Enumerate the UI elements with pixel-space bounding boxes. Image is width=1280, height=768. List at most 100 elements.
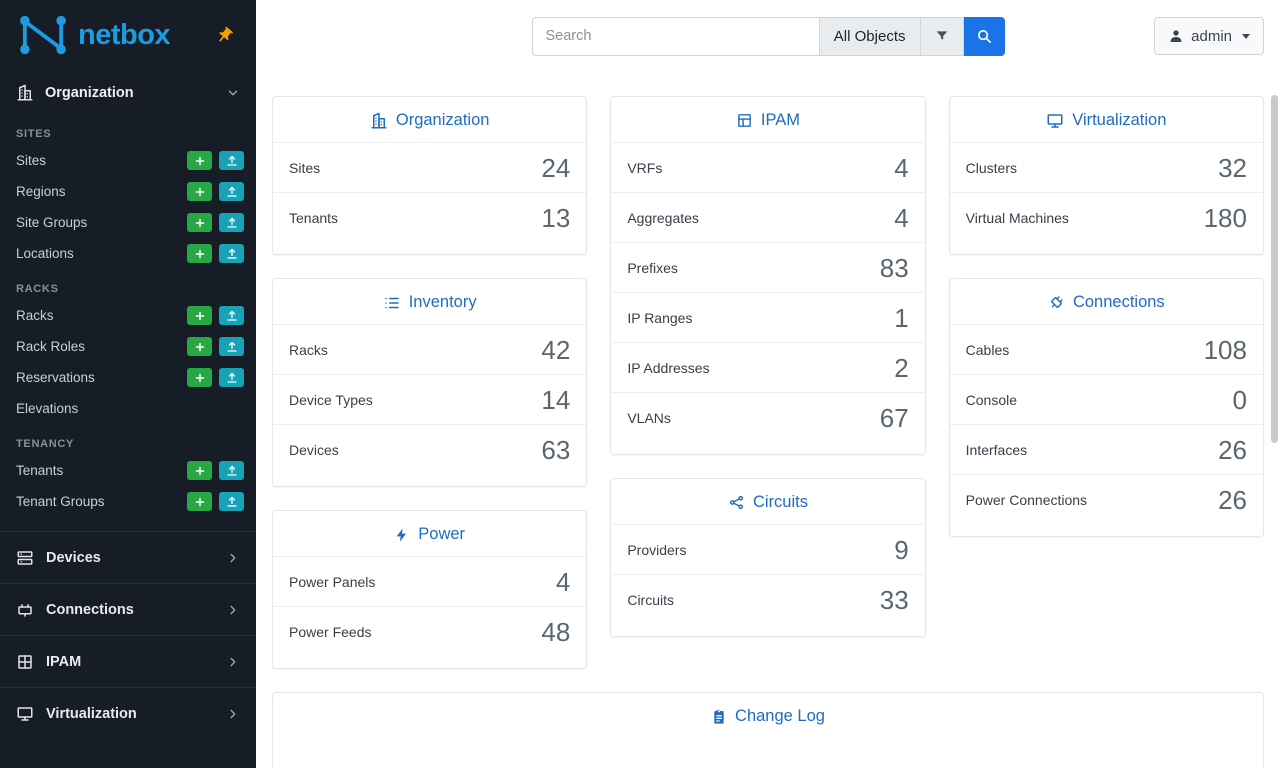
scrollbar[interactable]: [1271, 95, 1278, 443]
add-button[interactable]: [187, 306, 212, 325]
sidebar-item-label[interactable]: Locations: [16, 246, 74, 261]
add-button[interactable]: [187, 461, 212, 480]
add-button[interactable]: [187, 151, 212, 170]
sidebar-item-label[interactable]: Reservations: [16, 370, 95, 385]
stat-label[interactable]: Power Panels: [289, 573, 376, 590]
add-button[interactable]: [187, 492, 212, 511]
sidebar-item-elevations[interactable]: Elevations: [0, 393, 256, 424]
sidebar-item-label[interactable]: Racks: [16, 308, 54, 323]
stat-label[interactable]: Devices: [289, 441, 339, 458]
add-button[interactable]: [187, 337, 212, 356]
stat-label[interactable]: Racks: [289, 341, 328, 358]
stat-label[interactable]: Providers: [627, 541, 687, 558]
add-button[interactable]: [187, 182, 212, 201]
sidebar-item-racks[interactable]: Racks: [0, 300, 256, 331]
netbox-logo-icon: [18, 14, 68, 56]
sidebar-item-label[interactable]: Regions: [16, 184, 66, 199]
stat-label[interactable]: Prefixes: [627, 259, 678, 276]
sidebar-item-reservations[interactable]: Reservations: [0, 362, 256, 393]
pin-sidebar-button[interactable]: [215, 26, 234, 45]
sidebar-item-regions[interactable]: Regions: [0, 176, 256, 207]
stat-label[interactable]: Interfaces: [965, 441, 1028, 458]
card-title: Inventory: [408, 293, 477, 311]
card-title: Power: [418, 525, 466, 543]
stat-label[interactable]: Aggregates: [627, 209, 699, 226]
organization-card-title[interactable]: Organization: [273, 97, 586, 142]
import-button[interactable]: [219, 492, 244, 511]
object-type-dropdown[interactable]: All Objects: [818, 16, 921, 56]
import-button[interactable]: [219, 306, 244, 325]
import-button[interactable]: [219, 461, 244, 480]
power-card-title[interactable]: Power: [273, 511, 586, 556]
stat-label[interactable]: IP Ranges: [627, 309, 693, 326]
stat-label[interactable]: Clusters: [965, 159, 1018, 176]
sidebar-item-site-groups[interactable]: Site Groups: [0, 207, 256, 238]
stat-row: Aggregates 4: [611, 192, 925, 242]
stat-row: Providers 9: [611, 524, 925, 574]
sidebar-item-tenant-groups[interactable]: Tenant Groups: [0, 486, 256, 517]
chevron-right-icon: [226, 603, 240, 617]
stat-row: Virtual Machines 180: [949, 192, 1263, 242]
stat-label[interactable]: Power Feeds: [289, 623, 372, 640]
sidebar-item-label[interactable]: Elevations: [16, 401, 79, 416]
import-button[interactable]: [219, 368, 244, 387]
sidebar-item-devices[interactable]: Devices: [0, 531, 256, 583]
stat-row: Interfaces 26: [949, 424, 1263, 474]
add-button[interactable]: [187, 368, 212, 387]
caret-down-icon: [1242, 33, 1250, 39]
stat-label[interactable]: Tenants: [289, 209, 339, 226]
stat-label[interactable]: IP Addresses: [627, 359, 710, 376]
stat-label[interactable]: Cables: [965, 341, 1010, 358]
stat-value: 32: [1218, 152, 1247, 183]
stat-label[interactable]: Sites: [289, 159, 321, 176]
sidebar-item-label[interactable]: Tenant Groups: [16, 494, 105, 509]
stat-row: Power Feeds 48: [273, 606, 587, 656]
import-button[interactable]: [219, 337, 244, 356]
sidebar-item-tenants[interactable]: Tenants: [0, 455, 256, 486]
filter-button[interactable]: [920, 16, 964, 56]
sidebar-group-organization[interactable]: Organization: [0, 72, 256, 114]
sidebar-group-label: Organization: [45, 85, 134, 101]
stat-label[interactable]: Console: [965, 391, 1018, 408]
user-menu-button[interactable]: admin: [1154, 17, 1264, 55]
sidebar-item-label[interactable]: Sites: [16, 153, 47, 168]
add-button[interactable]: [187, 213, 212, 232]
search-input[interactable]: [531, 16, 819, 56]
changelog-card-title[interactable]: Change Log: [273, 693, 1263, 738]
virtualization-card: Virtualization Clusters 32 Virtual Machi…: [948, 96, 1264, 255]
stat-row: Clusters 32: [949, 142, 1263, 192]
stat-label[interactable]: Power Connections: [965, 491, 1088, 508]
import-button[interactable]: [219, 213, 244, 232]
sidebar-item-label[interactable]: Site Groups: [16, 215, 88, 230]
stat-label[interactable]: Virtual Machines: [965, 209, 1069, 226]
import-button[interactable]: [219, 151, 244, 170]
import-button[interactable]: [219, 182, 244, 201]
sidebar-item-ipam[interactable]: IPAM: [0, 635, 256, 687]
import-button[interactable]: [219, 244, 244, 263]
sidebar-item-locations[interactable]: Locations: [0, 238, 256, 269]
search-button[interactable]: [963, 16, 1005, 56]
sidebar-item-rack-roles[interactable]: Rack Roles: [0, 331, 256, 362]
user-icon: [1168, 28, 1184, 44]
stat-label[interactable]: VRFs: [627, 159, 663, 176]
sidebar-item-connections[interactable]: Connections: [0, 583, 256, 635]
stat-value: 1: [894, 302, 909, 333]
logo-text: netbox: [78, 18, 171, 51]
add-button[interactable]: [187, 244, 212, 263]
connections-card: Connections Cables 108 Console 0 Interfa…: [948, 278, 1264, 537]
circuits-card-title[interactable]: Circuits: [611, 479, 924, 524]
connections-card-title[interactable]: Connections: [950, 279, 1263, 324]
virtualization-card-title[interactable]: Virtualization: [950, 97, 1263, 142]
sidebar-item-label[interactable]: Rack Roles: [16, 339, 86, 354]
stat-label[interactable]: Device Types: [289, 391, 373, 408]
inventory-card-title[interactable]: Inventory: [273, 279, 586, 324]
ipam-card: IPAM VRFs 4 Aggregates 4 Prefixes 83: [610, 96, 926, 455]
ipam-card-title[interactable]: IPAM: [611, 97, 924, 142]
table-icon: [736, 112, 753, 129]
stat-label[interactable]: Circuits: [627, 591, 674, 608]
sidebar-item-virtualization[interactable]: Virtualization: [0, 687, 256, 739]
sidebar-item-label[interactable]: Tenants: [16, 463, 64, 478]
stat-label[interactable]: VLANs: [627, 409, 671, 426]
sidebar-item-sites[interactable]: Sites: [0, 145, 256, 176]
logo[interactable]: netbox: [0, 0, 256, 68]
